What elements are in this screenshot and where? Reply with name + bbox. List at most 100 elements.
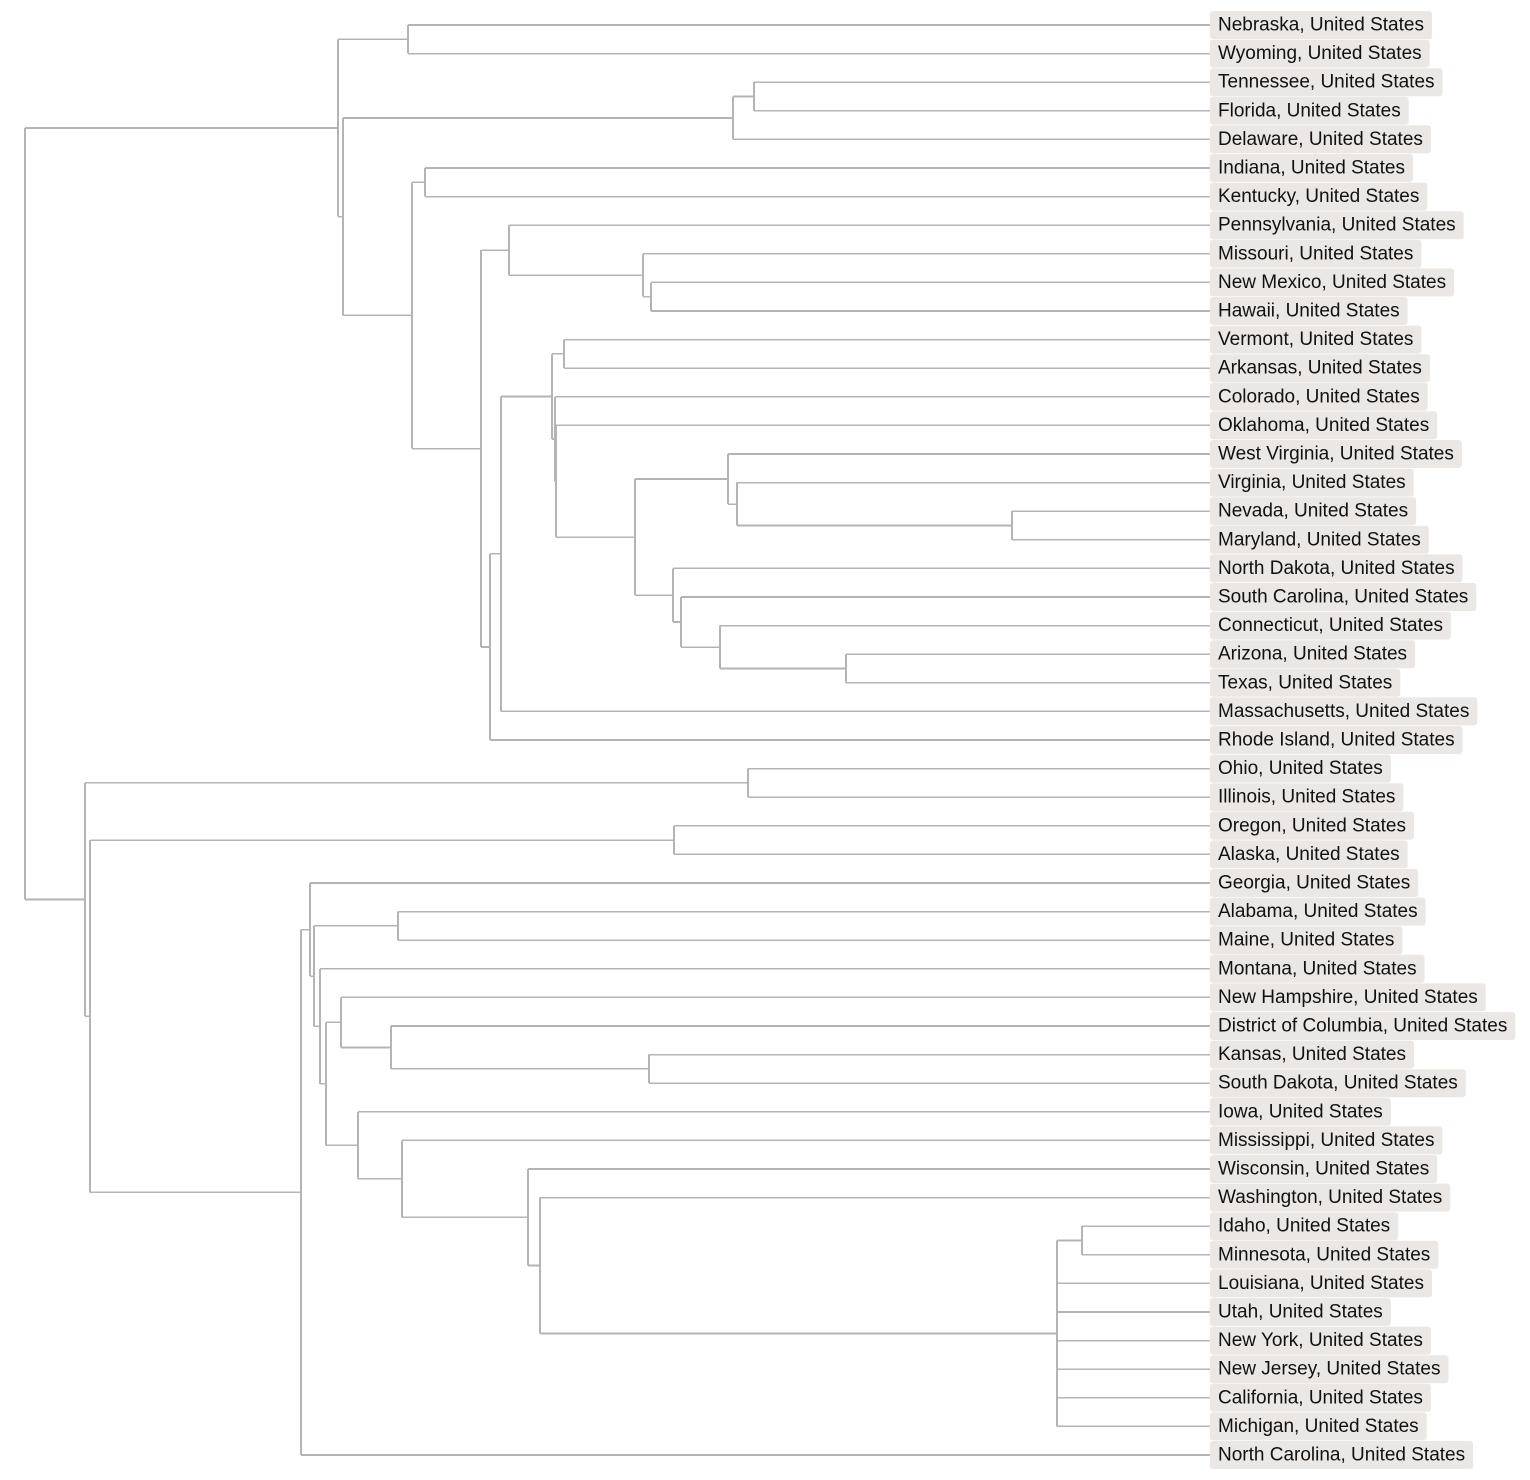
leaf-label: Ohio, United States (1218, 758, 1383, 779)
leaf-label-background (1210, 125, 1431, 154)
leaf-label: Texas, United States (1218, 672, 1392, 693)
leaf-label: Pennsylvania, United States (1218, 215, 1456, 236)
leaf-label-background (1210, 1355, 1449, 1384)
leaf-label: Utah, United States (1218, 1302, 1383, 1323)
leaf-label: New York, United States (1218, 1330, 1423, 1351)
leaf-label-item: Rhode Island, United States (1210, 726, 1463, 754)
leaf-label: Idaho, United States (1218, 1216, 1390, 1237)
leaf-label: Alabama, United States (1218, 901, 1418, 922)
leaf-label: Oklahoma, United States (1218, 415, 1429, 436)
leaf-label-background (1210, 1155, 1438, 1183)
leaf-label-item: Florida, United States (1210, 96, 1409, 125)
leaf-label-background (1210, 182, 1428, 211)
leaf-label-item: New York, United States (1210, 1326, 1431, 1355)
leaf-label-background (1210, 68, 1443, 97)
leaf-label-item: North Dakota, United States (1210, 554, 1463, 583)
leaf-label: South Dakota, United States (1218, 1073, 1458, 1094)
leaf-label: Georgia, United States (1218, 873, 1410, 894)
leaf-label-background (1210, 840, 1408, 869)
leaf-label: Massachusetts, United States (1218, 701, 1469, 722)
leaf-label: West Virginia, United States (1218, 444, 1454, 465)
leaf-label-item: Maryland, United States (1210, 525, 1429, 554)
leaf-label-item: California, United States (1210, 1383, 1431, 1412)
leaf-label: Iowa, United States (1218, 1101, 1383, 1122)
leaf-label-item: Connecticut, United States (1210, 611, 1451, 640)
leaf-label-item: Idaho, United States (1210, 1212, 1399, 1241)
leaf-label: Mississippi, United States (1218, 1130, 1434, 1151)
leaf-label: Oregon, United States (1218, 815, 1406, 836)
leaf-label: Illinois, United States (1218, 787, 1395, 808)
leaf-label: Kentucky, United States (1218, 186, 1419, 207)
leaf-label-background (1210, 239, 1422, 268)
leaf-label-background (1210, 1097, 1391, 1126)
leaf-label-background (1210, 11, 1432, 39)
leaf-label: Rhode Island, United States (1218, 730, 1455, 751)
leaf-label: Maryland, United States (1218, 529, 1421, 550)
leaf-label-background (1210, 697, 1478, 726)
leaf-label-item: Nevada, United States (1210, 497, 1417, 526)
leaf-label-item: Hawaii, United States (1210, 297, 1408, 325)
leaf-label-background (1210, 411, 1438, 440)
leaf-label-item: Iowa, United States (1210, 1097, 1391, 1126)
leaf-label-item: Montana, United States (1210, 954, 1425, 983)
leaf-label-background (1210, 39, 1430, 68)
leaf-label-item: Mississippi, United States (1210, 1126, 1443, 1155)
leaf-label: Minnesota, United States (1218, 1244, 1430, 1265)
leaf-label-background (1210, 611, 1451, 640)
leaf-label-item: Arkansas, United States (1210, 354, 1430, 383)
leaf-label-background (1210, 1240, 1439, 1269)
leaf-label: Connecticut, United States (1218, 615, 1443, 636)
leaf-label-item: Arizona, United States (1210, 640, 1416, 669)
leaf-label-item: West Virginia, United States (1210, 440, 1462, 468)
leaf-label-item: Pennsylvania, United States (1210, 211, 1464, 240)
leaf-label: Maine, United States (1218, 930, 1394, 951)
leaf-label-item: Missouri, United States (1210, 239, 1422, 268)
leaf-label-item: Tennessee, United States (1210, 68, 1443, 97)
leaf-label-background (1210, 1269, 1432, 1298)
leaf-label-item: Georgia, United States (1210, 869, 1419, 897)
leaf-label-background (1210, 1412, 1427, 1441)
leaf-label: Colorado, United States (1218, 386, 1420, 407)
leaf-label-item: Minnesota, United States (1210, 1240, 1439, 1269)
leaf-label-item: New Mexico, United States (1210, 268, 1455, 297)
leaf-label: New Jersey, United States (1218, 1359, 1440, 1380)
leaf-label: Wisconsin, United States (1218, 1159, 1429, 1180)
leaf-label-item: Alaska, United States (1210, 840, 1408, 869)
leaf-label: North Carolina, United States (1218, 1445, 1465, 1466)
leaf-label-background (1210, 154, 1413, 182)
leaf-label-background (1210, 382, 1428, 411)
leaf-label-background (1210, 954, 1425, 983)
leaf-label-item: District of Columbia, United States (1210, 1012, 1516, 1040)
leaf-label-item: Wisconsin, United States (1210, 1155, 1438, 1183)
leaf-label-item: New Hampshire, United States (1210, 983, 1486, 1012)
leaf-label-background (1210, 96, 1409, 125)
leaf-label-background (1210, 983, 1486, 1012)
leaf-label-item: Alabama, United States (1210, 897, 1426, 926)
leaf-label-background (1210, 297, 1408, 325)
leaf-label-background (1210, 1212, 1399, 1241)
leaf-label-background (1210, 1183, 1451, 1212)
leaf-label-item: New Jersey, United States (1210, 1355, 1449, 1384)
leaf-label: Louisiana, United States (1218, 1273, 1424, 1294)
leaf-label-item: Wyoming, United States (1210, 39, 1430, 68)
leaf-label: Missouri, United States (1218, 243, 1413, 264)
leaf-label-item: Maine, United States (1210, 926, 1403, 955)
leaf-label-item: Louisiana, United States (1210, 1269, 1432, 1298)
leaf-label-item: Delaware, United States (1210, 125, 1431, 154)
leaf-label-background (1210, 897, 1426, 926)
dendrogram-leaves: Nebraska, United States Wyoming, United S… (1210, 11, 1516, 1469)
leaf-label-item: Ohio, United States (1210, 754, 1391, 783)
leaf-label-background (1210, 440, 1462, 468)
leaf-label-item: North Carolina, United States (1210, 1441, 1474, 1469)
leaf-label-background (1210, 1298, 1391, 1326)
leaf-label: Washington, United States (1218, 1187, 1442, 1208)
leaf-label: North Dakota, United States (1218, 558, 1455, 579)
leaf-label-background (1210, 726, 1463, 754)
leaf-label: Arkansas, United States (1218, 358, 1422, 379)
leaf-label-item: Nebraska, United States (1210, 11, 1432, 39)
leaf-label-background (1210, 554, 1463, 583)
leaf-label-background (1210, 1326, 1431, 1355)
leaf-label-background (1210, 354, 1430, 383)
leaf-label-item: South Dakota, United States (1210, 1069, 1466, 1098)
